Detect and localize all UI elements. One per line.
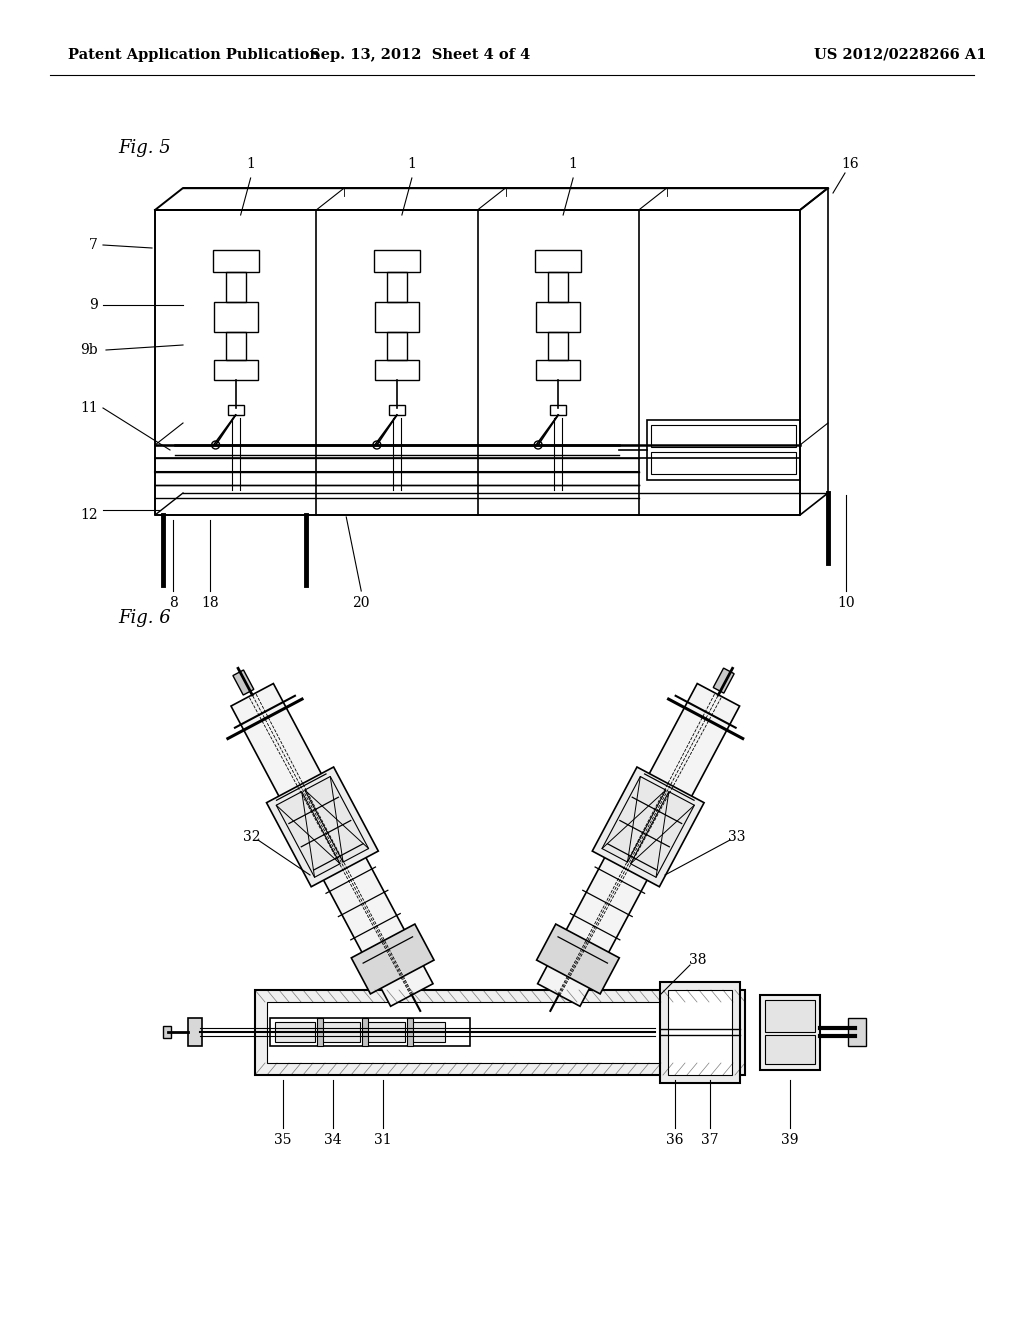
Bar <box>255 990 745 1074</box>
Bar <box>650 425 796 447</box>
Text: 33: 33 <box>728 830 745 843</box>
Text: 39: 39 <box>781 1133 799 1147</box>
Bar <box>537 302 581 333</box>
Bar <box>650 451 796 474</box>
Bar <box>275 1022 315 1041</box>
Bar <box>375 360 419 380</box>
Polygon shape <box>231 684 433 1006</box>
Bar <box>213 249 259 272</box>
Bar <box>548 333 568 360</box>
Text: Patent Application Publication: Patent Application Publication <box>68 48 319 62</box>
Text: Fig. 5: Fig. 5 <box>118 139 171 157</box>
Polygon shape <box>592 767 705 887</box>
Text: 9: 9 <box>89 298 98 312</box>
Text: 37: 37 <box>701 1133 719 1147</box>
Text: 1: 1 <box>568 157 578 172</box>
Text: 9b: 9b <box>80 343 98 356</box>
Text: US 2012/0228266 A1: US 2012/0228266 A1 <box>814 48 986 62</box>
Polygon shape <box>602 776 666 862</box>
Bar <box>188 1018 202 1045</box>
Text: 20: 20 <box>352 597 370 610</box>
Bar <box>536 249 582 272</box>
Bar <box>374 249 420 272</box>
Bar <box>668 990 732 1074</box>
Polygon shape <box>351 924 434 994</box>
Bar <box>163 1026 171 1038</box>
Text: 36: 36 <box>667 1133 684 1147</box>
Bar <box>387 272 407 302</box>
Text: 35: 35 <box>274 1133 292 1147</box>
Bar <box>760 995 820 1071</box>
Bar <box>548 272 568 302</box>
Bar <box>410 1022 445 1041</box>
Bar <box>214 302 258 333</box>
Bar <box>389 405 404 414</box>
Bar <box>765 1001 815 1032</box>
Bar <box>225 333 246 360</box>
Bar <box>714 668 734 693</box>
Text: 18: 18 <box>201 597 219 610</box>
Text: 1: 1 <box>408 157 417 172</box>
Bar <box>647 420 800 480</box>
Polygon shape <box>538 684 739 1006</box>
Text: 11: 11 <box>80 401 98 414</box>
Polygon shape <box>305 776 369 862</box>
Bar <box>270 1018 470 1045</box>
Text: Fig. 6: Fig. 6 <box>118 609 171 627</box>
Text: 32: 32 <box>244 830 261 843</box>
Text: 16: 16 <box>841 157 859 172</box>
Bar <box>232 671 254 696</box>
Bar <box>214 360 258 380</box>
Bar <box>225 272 246 302</box>
Polygon shape <box>631 792 694 878</box>
Bar <box>387 333 407 360</box>
Text: 34: 34 <box>325 1133 342 1147</box>
Text: 38: 38 <box>689 953 707 968</box>
Bar <box>407 1018 413 1045</box>
Polygon shape <box>266 767 378 887</box>
Bar <box>317 1018 323 1045</box>
Bar <box>660 982 740 1082</box>
Text: 31: 31 <box>374 1133 392 1147</box>
Polygon shape <box>276 792 340 878</box>
Text: 7: 7 <box>89 238 98 252</box>
Bar <box>227 405 244 414</box>
Polygon shape <box>537 924 620 994</box>
Bar <box>375 302 419 333</box>
Text: 8: 8 <box>169 597 177 610</box>
Bar <box>365 1022 406 1041</box>
Bar <box>267 1002 733 1063</box>
Text: 1: 1 <box>246 157 255 172</box>
Bar <box>550 405 566 414</box>
Text: Sep. 13, 2012  Sheet 4 of 4: Sep. 13, 2012 Sheet 4 of 4 <box>310 48 530 62</box>
Bar <box>362 1018 368 1045</box>
Bar <box>319 1022 360 1041</box>
Bar <box>848 1018 866 1045</box>
Bar <box>537 360 581 380</box>
Text: 12: 12 <box>80 508 98 521</box>
Text: 10: 10 <box>838 597 855 610</box>
Bar <box>765 1035 815 1064</box>
